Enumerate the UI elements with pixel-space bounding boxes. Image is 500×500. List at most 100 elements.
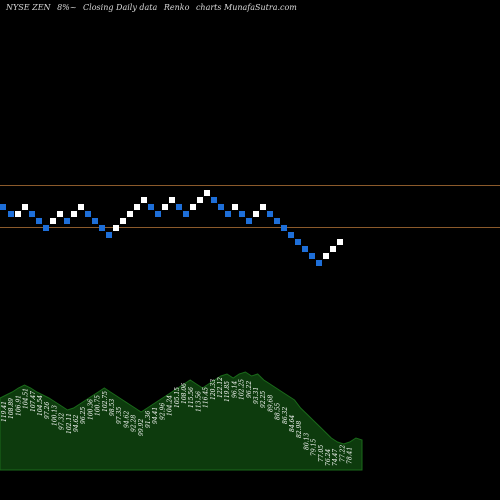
volume-value-label: 108.89 xyxy=(8,398,15,419)
volume-area-path xyxy=(0,371,363,471)
volume-value-label: 104.54 xyxy=(37,395,44,416)
renko-brick-up xyxy=(162,204,168,210)
volume-value-label: 97.26 xyxy=(44,402,51,419)
volume-value-label: 97.32 xyxy=(59,413,66,430)
renko-brick-down xyxy=(148,204,154,210)
renko-brick-up xyxy=(260,204,266,210)
renko-brick-down xyxy=(29,211,35,217)
volume-value-label: 77.05 xyxy=(318,445,325,462)
volume-value-label: 92.96 xyxy=(159,403,166,420)
renko-brick-down xyxy=(92,218,98,224)
renko-brick-down xyxy=(155,211,161,217)
renko-brick-up xyxy=(253,211,259,217)
volume-value-label: 102.75 xyxy=(102,391,109,412)
renko-bricks xyxy=(0,190,343,266)
renko-brick-down xyxy=(218,204,224,210)
volume-value-label: 122.12 xyxy=(217,377,224,398)
renko-brick-up xyxy=(232,204,238,210)
volume-value-label: 116.45 xyxy=(203,387,210,408)
volume-value-label: 96.25 xyxy=(80,407,87,424)
renko-brick-down xyxy=(288,232,294,238)
volume-value-label: 82.98 xyxy=(296,421,303,438)
chart-kind-label: Renko xyxy=(163,3,190,12)
volume-value-label: 96.22 xyxy=(246,381,253,398)
renko-brick-down xyxy=(267,211,273,217)
volume-value-label: 78.41 xyxy=(347,447,354,464)
reference-lines xyxy=(0,185,500,228)
volume-value-label: 119.41 xyxy=(1,401,8,422)
volume-area xyxy=(0,371,363,471)
volume-value-label: 108.06 xyxy=(181,383,188,404)
renko-brick-up xyxy=(169,197,175,203)
volume-value-label: 77.22 xyxy=(339,445,346,462)
renko-brick-down xyxy=(36,218,42,224)
site-label: charts MunafaSutra.com xyxy=(195,3,297,12)
renko-brick-up xyxy=(120,218,126,224)
renko-brick-down xyxy=(274,218,280,224)
renko-brick-down xyxy=(106,232,112,238)
volume-value-label: 94.62 xyxy=(123,411,130,428)
volume-value-label: 104.51 xyxy=(23,388,30,409)
volume-value-label: 91.36 xyxy=(145,411,152,428)
renko-brick-down xyxy=(316,260,322,266)
volume-value-label: 100.75 xyxy=(95,395,102,416)
renko-brick-up xyxy=(330,246,336,252)
renko-brick-down xyxy=(211,197,217,203)
renko-brick-up xyxy=(113,225,119,231)
renko-brick-down xyxy=(85,211,91,217)
renko-brick-down xyxy=(8,211,14,217)
renko-brick-down xyxy=(176,204,182,210)
volume-value-label: 102.11 xyxy=(66,413,73,434)
renko-brick-down xyxy=(295,239,301,245)
renko-brick-up xyxy=(127,211,133,217)
renko-brick-down xyxy=(302,246,308,252)
volume-value-label: 74.47 xyxy=(332,449,339,466)
renko-brick-down xyxy=(239,211,245,217)
volume-value-label: 94.41 xyxy=(152,407,159,424)
description-label: Closing Daily data xyxy=(83,3,158,12)
renko-brick-down xyxy=(0,204,6,210)
volume-value-label: 99.92 xyxy=(138,419,145,436)
volume-value-label: 102.25 xyxy=(239,379,246,400)
renko-brick-up xyxy=(22,204,28,210)
change-label: 8%~ xyxy=(57,3,77,12)
renko-brick-up xyxy=(15,211,21,217)
volume-value-label: 100.36 xyxy=(87,399,94,420)
renko-brick-down xyxy=(246,218,252,224)
renko-brick-down xyxy=(281,225,287,231)
volume-value-label: 98.53 xyxy=(109,399,116,416)
renko-brick-up xyxy=(78,204,84,210)
renko-brick-down xyxy=(99,225,105,231)
volume-value-label: 106.91 xyxy=(15,395,22,416)
renko-brick-down xyxy=(225,211,231,217)
volume-value-label: 105.15 xyxy=(174,387,181,408)
volume-value-label: 89.68 xyxy=(267,395,274,412)
renko-brick-up xyxy=(141,197,147,203)
renko-brick-up xyxy=(197,197,203,203)
volume-value-label: 80.13 xyxy=(303,433,310,450)
volume-value-label: 115.56 xyxy=(188,387,195,408)
renko-brick-up xyxy=(71,211,77,217)
renko-brick-down xyxy=(43,225,49,231)
volume-value-label: 113.56 xyxy=(195,391,202,412)
renko-brick-down xyxy=(309,253,315,259)
volume-value-label: 107.47 xyxy=(30,391,37,412)
renko-brick-down xyxy=(183,211,189,217)
volume-value-label: 94.62 xyxy=(73,415,80,432)
ticker-label: NYSE ZEN xyxy=(6,3,51,12)
renko-brick-up xyxy=(323,253,329,259)
chart-header: NYSE ZEN 8%~ Closing Daily data Renko ch… xyxy=(6,3,301,12)
volume-value-label: 93.31 xyxy=(253,387,260,404)
renko-brick-up xyxy=(190,204,196,210)
volume-value-label: 100.13 xyxy=(51,405,58,426)
volume-value-label: 92.28 xyxy=(131,415,138,432)
volume-value-label: 120.33 xyxy=(210,379,217,400)
volume-value-label: 119.85 xyxy=(224,381,231,402)
renko-brick-down xyxy=(64,218,70,224)
volume-value-label: 92.25 xyxy=(260,391,267,408)
volume-value-label: 97.35 xyxy=(116,407,123,424)
renko-brick-up xyxy=(204,190,210,196)
volume-value-label: 84.64 xyxy=(289,415,296,432)
